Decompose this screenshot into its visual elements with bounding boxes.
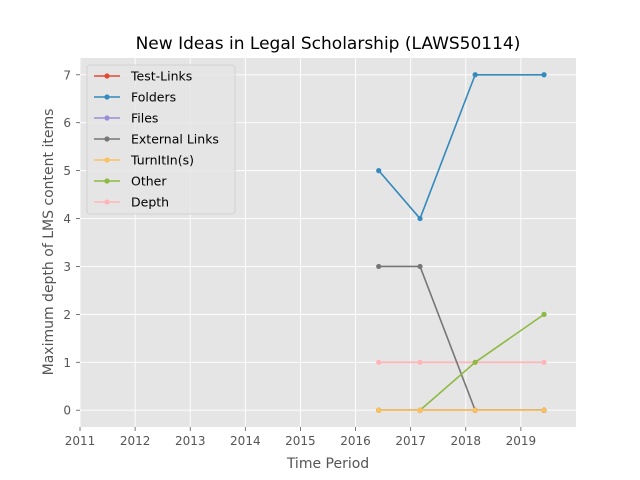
data-point [541, 407, 547, 413]
legend-marker [104, 199, 110, 205]
y-axis-ticks: 0 1 2 3 4 5 6 7 [63, 68, 80, 418]
data-point [472, 359, 478, 365]
legend-label: Other [131, 174, 167, 189]
x-tick-label: 2014 [230, 434, 261, 448]
legend-label: Test-Links [130, 69, 192, 84]
data-point [417, 263, 423, 270]
y-tick-label: 4 [63, 212, 71, 226]
y-tick-label: 3 [63, 260, 71, 274]
series-turnitin-s [376, 407, 547, 413]
y-tick-label: 1 [63, 356, 71, 370]
x-tick-label: 2017 [395, 434, 426, 448]
series-folders [376, 72, 547, 222]
data-point [541, 72, 547, 78]
y-tick-label: 5 [63, 164, 71, 178]
legend-label: Depth [131, 195, 169, 210]
legend-box [86, 64, 236, 215]
legend-label: Folders [131, 90, 176, 105]
legend-entry: Folders [94, 90, 176, 105]
data-point [417, 359, 423, 365]
legend-label: TurnItIn(s) [130, 153, 194, 168]
x-tick-label: 2016 [340, 434, 371, 448]
x-tick-label: 2012 [120, 434, 151, 448]
x-tick-label: 2015 [285, 434, 316, 448]
data-point [376, 168, 382, 174]
x-axis-label: Time Period [286, 456, 369, 472]
data-point [472, 72, 478, 78]
legend-marker [104, 157, 110, 163]
series-line [378, 73, 545, 220]
data-point [417, 407, 423, 413]
legend-marker [104, 115, 110, 121]
data-point [376, 263, 382, 270]
data-point [376, 359, 382, 365]
legend: Test-Links Folders Files External Links Turn… [86, 64, 236, 215]
data-point [541, 359, 547, 365]
legend-marker [104, 73, 110, 79]
y-axis-label: Maximum depth of LMS content items [41, 109, 57, 376]
legend-entry: Files [94, 111, 158, 126]
legend-marker [104, 94, 110, 100]
x-tick-label: 2011 [65, 434, 96, 448]
data-point [541, 311, 547, 317]
y-tick-label: 0 [63, 404, 71, 418]
legend-label: External Links [131, 132, 219, 147]
series-lines [376, 72, 547, 413]
legend-entry: TurnItIn(s) [94, 153, 194, 168]
data-point [376, 407, 382, 413]
y-tick-label: 7 [63, 68, 71, 82]
legend-entry: External Links [94, 132, 219, 147]
legend-entry: Other [94, 174, 167, 189]
legend-entry: Test-Links [94, 69, 192, 84]
x-tick-label: 2018 [451, 434, 482, 448]
x-tick-label: 2019 [506, 434, 537, 448]
x-tick-label: 2013 [175, 434, 206, 448]
x-axis-ticks: 2011 2012 2013 2014 2015 2016 2017 2018 2019 [65, 427, 536, 448]
legend-entry: Depth [94, 195, 169, 210]
y-tick-label: 2 [63, 308, 71, 322]
data-point [472, 407, 478, 413]
legend-marker [104, 178, 110, 184]
legend-label: Files [131, 111, 158, 126]
chart-title: New Ideas in Legal Scholarship (LAWS5011… [136, 34, 521, 54]
legend-marker [104, 136, 110, 142]
y-tick-label: 6 [63, 116, 71, 130]
data-point [417, 215, 423, 222]
